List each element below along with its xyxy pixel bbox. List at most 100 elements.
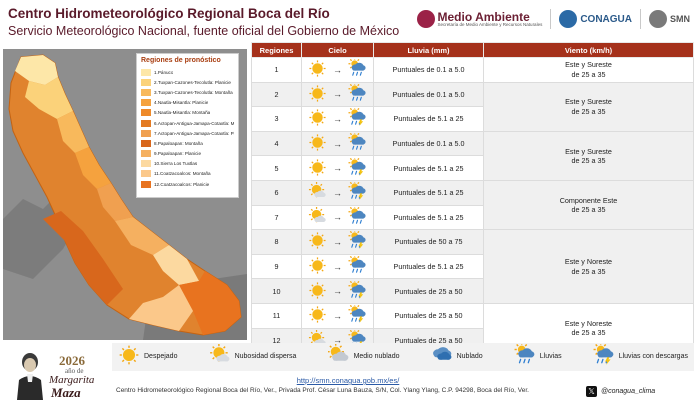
social-handle[interactable]: 𝕏 @conagua_clima [586,386,655,397]
map-legend-label: 2.Tuxpan-Cazones-Tecolutla: Planicie [154,79,231,85]
map-legend-swatch [141,99,151,107]
map-legend-swatch [141,180,151,188]
sky-forecast: → [301,155,374,181]
table-row: 3 → Puntuales de 5.1 a 25 [251,106,694,132]
rain-forecast: Puntuales de 0.1 a 5.0 [373,130,484,157]
logo-divider [640,9,641,29]
lluvias-descargas-icon [348,303,367,326]
wind-direction: Este y Sureste [565,60,612,70]
social-handle-text[interactable]: @conagua_clima [601,388,656,395]
arrow-right-icon: → [333,89,342,100]
forecast-table-header: Regiones Cielo Lluvia (mm) Viento (km/h) [251,42,694,58]
lluvias-icon [348,57,367,80]
map-legend-label: 6.Actopan-Antigua-Jamapa-Cotaxtla: Monta… [154,120,234,126]
medio-ambiente-logo: Medio Ambiente Secretaría de Medio Ambie… [416,9,542,28]
smn-website-link[interactable]: http://smn.conagua.gob.mx/es/ [296,376,400,385]
page-subtitle: Servicio Meteorológico Nacional, fuente … [8,24,400,38]
arrow-right-icon: → [333,286,342,297]
arrow-right-icon: → [333,163,342,174]
nubosidad-dispersa-icon [308,182,327,203]
lluvias-descargas-icon [348,279,367,302]
lluvias-descargas-icon [348,180,367,203]
map-legend-swatch [141,139,151,147]
map-legend-label: 12.Coatzacoalcos: Planicie [154,181,210,187]
sky-legend-label: Nubosidad dispersa [234,353,297,361]
region-number: 11 [251,302,302,329]
rain-forecast: Puntuales de 5.1 a 25 [373,179,484,206]
despejado-icon [308,84,327,105]
wind-forecast: Este y Sureste de 25 a 35 [483,57,694,83]
arrow-right-icon: → [333,113,342,124]
map-legend-label: 7.Actopan-Antigua-Jamapa-Cotaxtla: Plani… [154,130,234,136]
arrow-right-icon: → [333,236,342,247]
medio-ambiente-name: Medio Ambiente [437,9,530,24]
map-legend-title: Regiones de pronóstico [141,57,221,64]
map-legend: Regiones de pronóstico 1.Pánuco 2.Tuxpan-… [136,53,239,198]
footer-address: Centro Hidrometeorológico Regional Boca … [116,387,529,394]
wind-speed: de 25 a 35 [571,205,606,215]
rain-forecast: Puntuales de 0.1 a 5.0 [373,57,484,83]
despejado-icon [308,59,327,80]
forecast-table: Regiones Cielo Lluvia (mm) Viento (km/h)… [251,42,694,354]
region-number: 3 [251,106,302,132]
table-row: 4 → Puntuales de 0.1 a 5.0 Este y Sureste de… [251,130,694,181]
wind-forecast: Componente Este de 25 a 35 [483,179,694,231]
conagua-name: CONAGUA [580,13,632,25]
region-number: 2 [251,81,302,108]
arrow-right-icon: → [333,187,342,198]
despejado-icon [308,305,327,326]
wind-speed: de 25 a 35 [571,155,606,165]
region-number: 5 [251,155,302,181]
wind-direction: Este y Noreste [564,318,613,328]
region-number: 10 [251,278,302,304]
medio-nublado-icon [327,342,350,371]
margarita-maza-portrait-icon [17,353,43,400]
sky-forecast: → [301,57,374,83]
col-header-cielo: Cielo [301,42,374,58]
arrow-right-icon: → [333,261,342,272]
table-row: 1 → Puntuales de 0.1 a 5.0 Este y Sureste de… [251,57,694,83]
wind-direction: Este y Noreste [564,257,613,267]
map-legend-swatch [141,109,151,117]
region-number: 4 [251,130,302,157]
table-row: 8 → Puntuales de 50 a 75 Este y Noreste de 2… [251,229,694,304]
map-legend-label: 9.Papaloapan: Planicie [154,151,201,157]
sky-forecast: → [301,204,374,231]
arrow-right-icon: → [333,310,342,321]
lluvias-icon [348,254,367,277]
nublado-icon [431,344,453,371]
map-legend-item: 1.Pánuco [141,67,234,77]
conagua-emblem-icon [559,10,578,28]
col-header-lluvia: Lluvia (mm) [373,42,484,58]
col-header-viento: Viento (km/h) [483,42,694,58]
map-legend-swatch [141,88,151,96]
rain-forecast: Puntuales de 50 a 75 [373,229,484,255]
map-legend-label: 8.Papaloapan: Montaña [154,140,203,146]
lluvias-descargas-icon [348,107,367,129]
lluvias-icon [348,82,367,105]
sky-legend-item: Nublado [431,344,483,371]
table-row: 10 → Puntuales de 25 a 50 [251,278,694,304]
map-legend-swatch [141,170,151,178]
map-legend-item: 9.Papaloapan: Planicie [141,149,234,159]
wind-forecast: Este y Sureste de 25 a 35 [483,81,694,132]
year-number: 2026 [59,353,85,368]
despejado-icon [308,281,327,302]
x-social-icon[interactable]: 𝕏 [586,386,597,397]
medio-ambiente-emblem-icon [416,10,435,28]
arrow-right-icon: → [333,335,342,346]
sky-legend-item: Despejado [118,344,177,371]
wind-speed: de 25 a 35 [571,106,606,116]
sky-legend-item: Nubosidad dispersa [209,343,297,371]
map-legend-item: 7.Actopan-Antigua-Jamapa-Cotaxtla: Plani… [141,128,234,138]
rain-forecast: Puntuales de 25 a 50 [373,278,484,304]
rain-forecast: Puntuales de 5.1 a 25 [373,253,484,280]
lluvias-descargas-icon [348,230,367,252]
rain-forecast: Puntuales de 5.1 a 25 [373,155,484,181]
logo-bar: Medio Ambiente Secretaría de Medio Ambie… [416,6,690,32]
sky-legend-item: Lluvias [514,341,562,371]
despejado-icon [118,344,140,371]
map-legend-swatch [141,129,151,137]
region-number: 7 [251,204,302,231]
sky-legend-item: Lluvias con descargas [593,341,688,371]
